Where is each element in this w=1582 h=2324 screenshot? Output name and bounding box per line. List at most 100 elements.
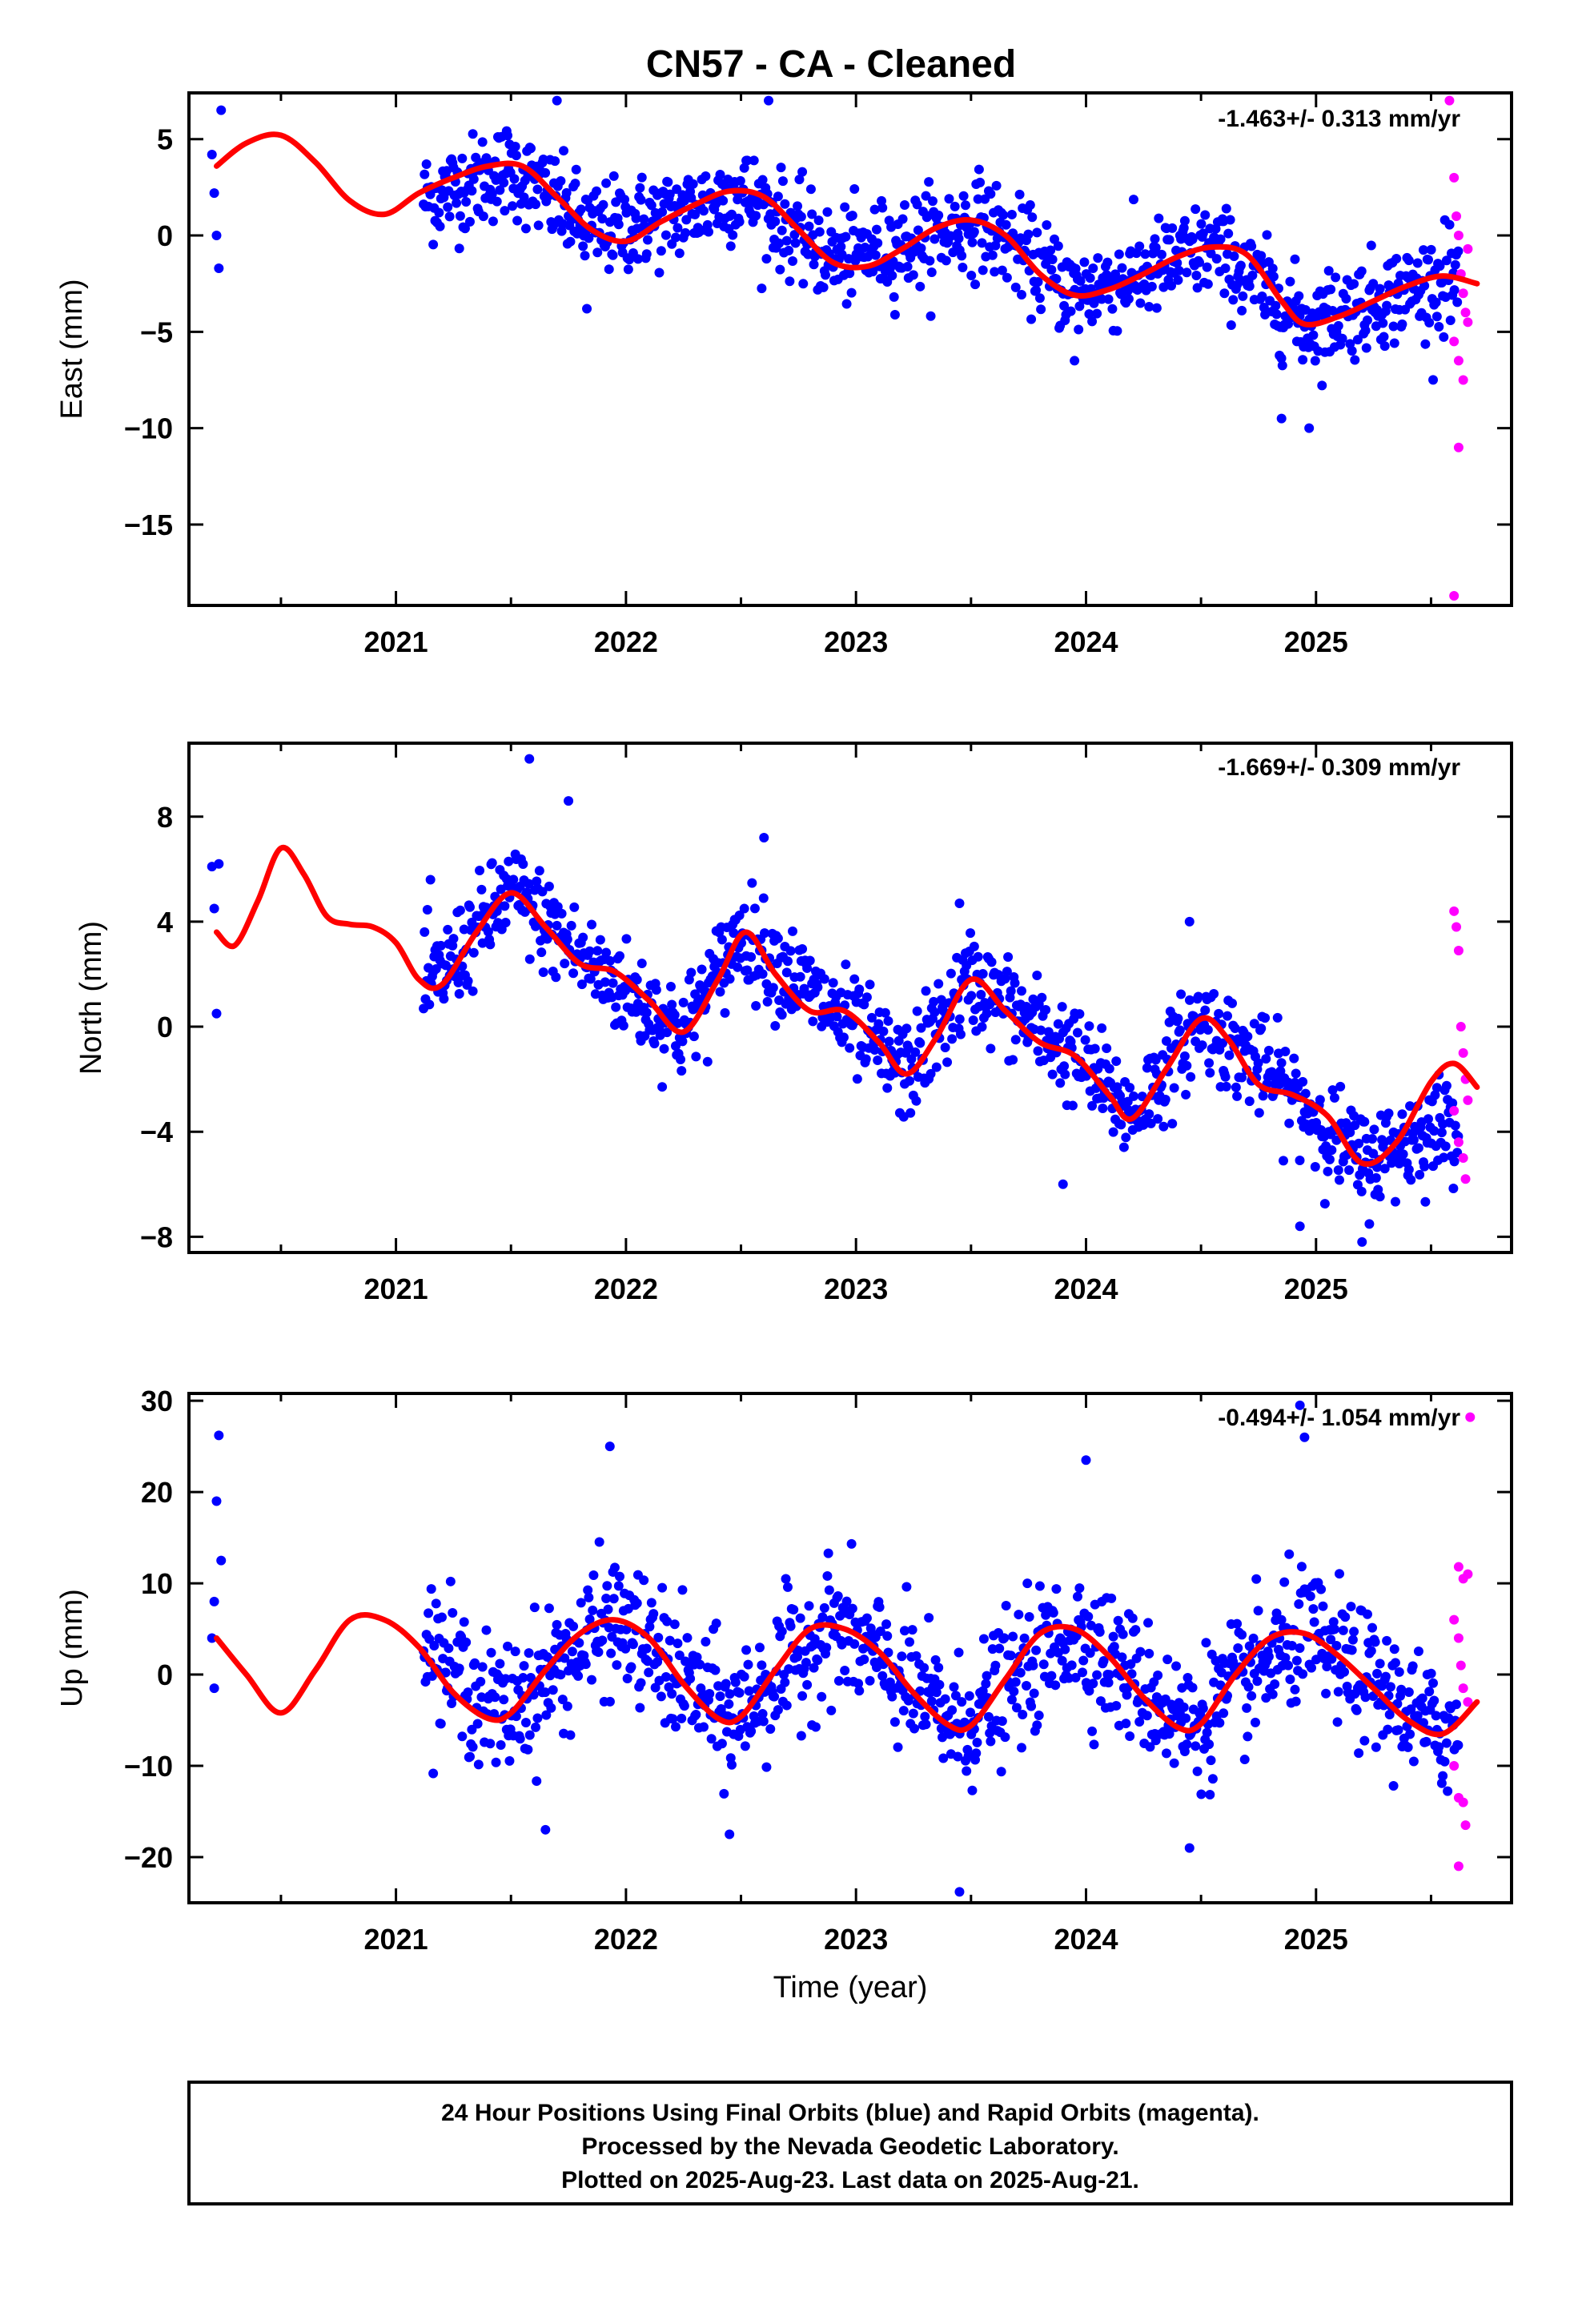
up-final-point xyxy=(1204,1739,1215,1750)
up-final-point xyxy=(698,1722,709,1732)
east-final-point xyxy=(559,146,569,156)
east-final-point xyxy=(761,254,772,264)
north-final-point xyxy=(1441,1080,1452,1091)
up-final-point xyxy=(1022,1680,1032,1691)
up-final-point xyxy=(725,1829,735,1839)
up-final-point xyxy=(445,1576,456,1586)
east-final-point xyxy=(809,259,819,270)
east-final-point xyxy=(1031,285,1042,296)
up-final-point xyxy=(1106,1593,1117,1603)
north-final-point xyxy=(1405,1101,1415,1112)
up-final-point xyxy=(574,1638,584,1648)
up-final-point xyxy=(1206,1755,1216,1766)
north-plot-frame xyxy=(187,742,1513,1254)
up-final-point xyxy=(801,1658,811,1668)
east-final-point xyxy=(1107,304,1118,314)
up-xtick-label: 2023 xyxy=(824,1923,888,1956)
up-final-point xyxy=(821,1642,832,1653)
east-final-point xyxy=(519,192,529,203)
east-final-point xyxy=(804,221,814,231)
north-final-point xyxy=(538,967,548,977)
up-final-point xyxy=(524,1648,534,1659)
east-final-point xyxy=(1352,335,1363,345)
east-final-point xyxy=(1426,244,1436,255)
up-final-point xyxy=(940,1694,950,1704)
up-final-point xyxy=(470,1658,480,1668)
up-final-point xyxy=(524,1730,535,1740)
up-final-point xyxy=(463,1687,473,1698)
north-final-point xyxy=(636,959,647,969)
up-final-point xyxy=(1339,1667,1350,1677)
north-final-point xyxy=(487,858,497,868)
footer-line-2: Processed by the Nevada Geodetic Laborat… xyxy=(581,2133,1118,2160)
up-final-point xyxy=(897,1651,907,1662)
east-final-point xyxy=(681,215,692,225)
up-final-point xyxy=(887,1691,897,1702)
north-final-point xyxy=(552,920,562,931)
east-final-point xyxy=(1225,215,1235,225)
up-final-point xyxy=(711,1618,721,1629)
north-final-point xyxy=(1098,1104,1108,1114)
north-final-point xyxy=(852,1074,862,1084)
east-final-point xyxy=(1223,228,1234,239)
north-final-point xyxy=(1057,1002,1067,1012)
north-final-point xyxy=(1003,951,1014,962)
up-final-point xyxy=(819,1602,829,1613)
up-final-point xyxy=(1009,1687,1019,1697)
up-final-point xyxy=(1384,1709,1395,1719)
up-ytick-label: −10 xyxy=(124,1750,173,1783)
footer-box: 24 Hour Positions Using Final Orbits (bl… xyxy=(187,2081,1513,2205)
east-final-point xyxy=(814,227,825,237)
up-final-point xyxy=(954,1647,964,1658)
east-final-point xyxy=(973,194,983,204)
up-final-point xyxy=(665,1635,675,1646)
north-final-point xyxy=(1118,1142,1129,1152)
north-final-point xyxy=(758,893,769,903)
east-final-point xyxy=(785,276,795,287)
up-final-point xyxy=(769,1691,780,1702)
north-final-point xyxy=(448,940,458,951)
north-final-point xyxy=(1220,1072,1231,1082)
up-ytick-label: 30 xyxy=(141,1385,173,1417)
up-final-point xyxy=(1196,1789,1207,1799)
up-final-point xyxy=(795,1613,805,1623)
east-final-point xyxy=(927,196,938,207)
up-final-point xyxy=(810,1722,821,1732)
north-final-point xyxy=(1315,1095,1325,1105)
north-final-point xyxy=(1344,1165,1355,1176)
north-final-point xyxy=(662,1027,673,1038)
east-final-point xyxy=(211,231,222,241)
up-final-point xyxy=(560,1653,570,1663)
up-final-point xyxy=(1311,1655,1322,1665)
north-final-point xyxy=(475,866,485,876)
up-final-point xyxy=(1385,1682,1395,1692)
north-final-point xyxy=(1002,967,1012,977)
up-plot-frame xyxy=(187,1392,1513,1904)
up-final-point xyxy=(1084,1686,1094,1696)
east-final-point xyxy=(468,129,478,139)
east-final-point xyxy=(1420,339,1431,349)
up-final-point xyxy=(1108,1631,1118,1642)
up-final-point xyxy=(719,1788,729,1799)
east-final-point xyxy=(954,233,964,243)
north-final-point xyxy=(1369,1124,1379,1135)
north-final-point xyxy=(1158,1121,1169,1132)
east-final-point xyxy=(1187,234,1198,244)
east-rapid-point xyxy=(1463,243,1473,254)
north-final-point xyxy=(759,833,769,843)
up-final-point xyxy=(613,1581,624,1591)
north-final-point xyxy=(1335,1081,1346,1092)
east-final-point xyxy=(552,95,562,106)
north-final-point xyxy=(832,1011,842,1022)
up-final-point xyxy=(1295,1642,1305,1653)
east-final-point xyxy=(1247,241,1257,251)
east-rapid-point xyxy=(1452,211,1462,221)
up-final-point xyxy=(1051,1584,1062,1594)
east-final-point xyxy=(491,175,501,185)
up-final-point xyxy=(588,1570,599,1580)
north-rapid-point xyxy=(1452,922,1462,932)
north-final-point xyxy=(869,1045,880,1055)
east-final-point xyxy=(1079,257,1090,267)
north-final-point xyxy=(788,926,798,936)
up-final-point xyxy=(781,1574,791,1584)
